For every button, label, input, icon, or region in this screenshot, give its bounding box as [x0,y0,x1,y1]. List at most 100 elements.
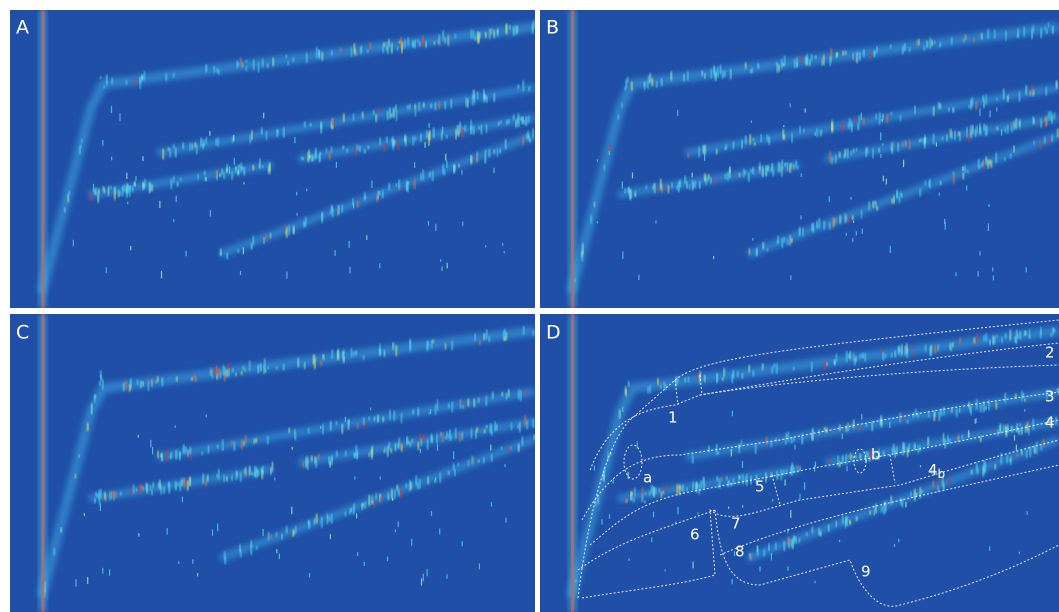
peak [738,172,741,178]
peak [409,441,412,447]
peak [713,176,716,185]
peak [328,151,331,160]
peak [87,577,89,584]
peak [948,477,950,484]
peak [152,482,154,489]
peak [629,188,631,200]
peak [677,109,679,117]
peak [1032,116,1035,120]
peak [899,191,902,197]
peak [383,143,385,152]
peak [968,104,970,109]
peak [970,469,973,475]
peak [855,116,857,123]
peak [766,248,769,252]
peak [959,131,961,141]
peak [914,491,916,502]
peak [122,186,124,197]
peak [704,177,707,182]
peak [618,409,621,419]
peak [928,412,930,418]
peak [517,389,520,400]
peak [274,477,276,481]
peak [995,152,997,163]
peak [307,152,310,162]
peak [994,464,996,470]
peak [843,154,846,159]
peak [405,136,407,147]
peak [833,217,836,227]
peak [799,493,801,500]
peak [787,528,789,534]
peak [787,536,789,546]
peak [894,350,896,358]
peak [330,146,333,153]
peak [839,424,841,431]
peak [427,341,429,350]
peak [938,192,940,196]
peak [134,181,136,187]
peak [989,546,991,551]
peak [738,475,741,480]
peak [368,452,370,457]
peak [98,494,101,505]
peak [736,370,739,377]
peak [392,107,395,118]
peak [348,241,350,248]
peak [422,573,424,582]
peak [145,482,148,490]
peak [970,99,972,110]
peak [450,434,453,440]
peak [504,329,506,335]
peak [131,186,134,193]
peak [653,487,655,497]
peak [957,436,959,440]
peak [318,49,321,59]
peak [243,470,246,475]
peak [53,548,56,556]
peak [331,50,333,56]
peak [671,182,673,189]
peak [912,352,915,357]
band-glow [298,113,535,163]
peak [119,113,121,122]
peak [373,499,375,508]
peak [865,148,867,157]
peak [983,99,985,108]
peak [161,382,164,387]
peak [861,228,863,234]
peak [370,407,372,411]
peak [420,578,423,586]
peak [200,137,202,147]
peak [918,138,921,143]
peak [795,160,798,168]
peak [858,425,861,432]
peak [1018,119,1021,129]
peak [521,436,524,446]
peak [125,79,128,85]
peak [477,397,480,403]
peak [776,471,779,480]
peak [968,131,970,143]
peak [786,162,789,172]
peak [532,128,534,139]
peak [1013,145,1015,153]
panel-label: C [16,322,29,344]
peak [608,514,611,519]
peak [621,181,623,189]
peak [597,494,599,505]
peak [470,119,472,130]
peak [122,382,125,392]
peak [855,231,857,236]
peak [493,93,495,102]
peak [931,466,933,474]
peak [349,266,351,274]
peak [630,491,633,496]
peak [882,175,884,182]
peak [1040,445,1043,451]
peak [892,443,895,452]
peak [462,127,464,138]
peak [679,179,681,188]
peak [804,108,806,113]
peak [379,137,381,146]
